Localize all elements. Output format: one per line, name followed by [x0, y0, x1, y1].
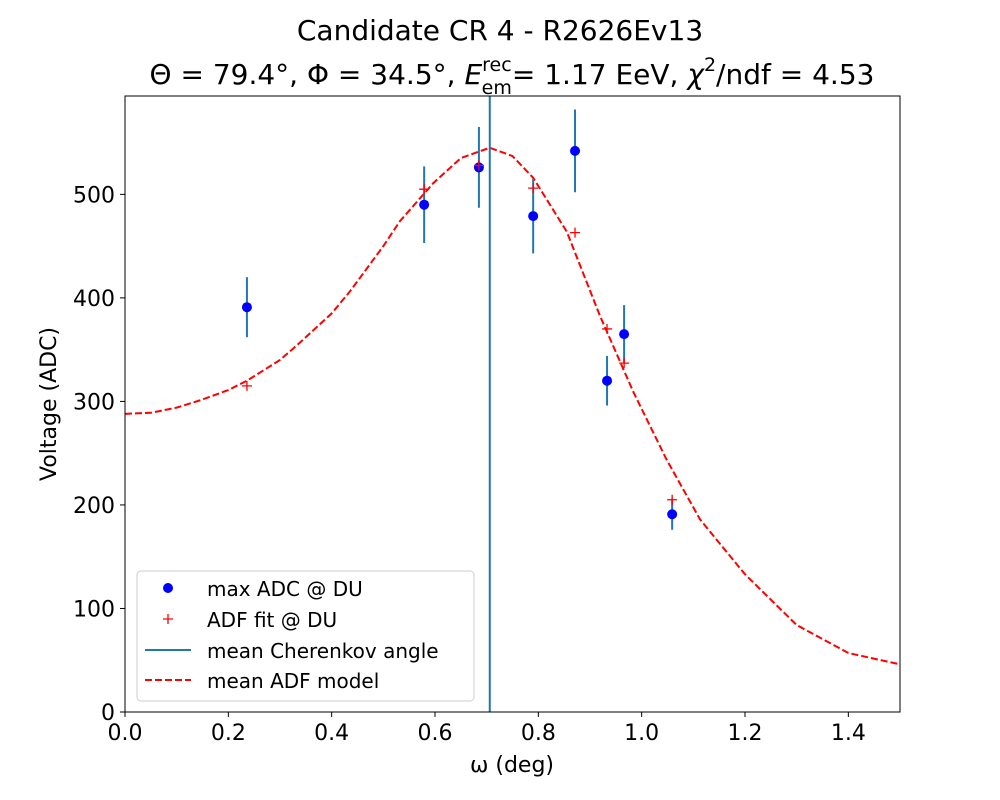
- y-tick-label: 200: [73, 494, 115, 519]
- chart-title: Candidate CR 4 - R2626Ev13: [297, 14, 703, 47]
- subtitle-phi: Φ = 34.5°,: [307, 58, 456, 91]
- data-point: [619, 329, 630, 340]
- chart-subtitle: Θ = 79.4°, Φ = 34.5°, Erec em= 1.17 EeV, …: [150, 54, 875, 99]
- data-point: [570, 145, 581, 156]
- fit-point: [528, 183, 539, 194]
- legend-label-cherenkov: mean Cherenkov angle: [207, 639, 439, 663]
- data-point: [602, 375, 613, 386]
- subtitle-energy-sup: rec: [482, 54, 512, 76]
- fit-point: [419, 184, 430, 195]
- subtitle-chi-symbol: χ: [685, 58, 705, 91]
- legend-marker-data: [163, 583, 173, 593]
- y-tick-label: 400: [73, 287, 115, 312]
- x-tick-label: 1.2: [728, 721, 763, 746]
- legend-label-data: max ADC @ DU: [207, 577, 363, 601]
- data-point: [528, 211, 539, 222]
- fit-point: [570, 227, 581, 238]
- data-point: [241, 302, 252, 313]
- legend-box: [136, 570, 475, 702]
- subtitle-chi-value: /ndf = 4.53: [716, 58, 874, 91]
- y-axis-label: Voltage (ADC): [37, 327, 62, 481]
- fit-point: [619, 358, 630, 369]
- model-curve: [124, 146, 901, 666]
- y-tick-label: 300: [73, 390, 115, 415]
- legend-label-model: mean ADF model: [207, 669, 379, 693]
- subtitle-energy-value: = 1.17 EeV,: [512, 58, 679, 91]
- subtitle-energy-sub: em: [482, 77, 512, 99]
- plot-frame: [124, 95, 901, 713]
- x-tick-label: 1.4: [831, 721, 866, 746]
- x-tick-label: 0.8: [521, 721, 556, 746]
- x-tick-label: 1.0: [624, 721, 659, 746]
- subtitle-chi-sup: 2: [704, 54, 716, 76]
- x-tick-label: 0.6: [418, 721, 453, 746]
- x-tick-label: 0.4: [314, 721, 349, 746]
- subtitle-theta: Θ = 79.4°,: [150, 58, 299, 91]
- subtitle-energy-symbol: E: [464, 58, 482, 91]
- data-point: [419, 199, 430, 210]
- y-tick-label: 500: [73, 183, 115, 208]
- y-tick-label: 100: [73, 597, 115, 622]
- x-tick-label: 0.0: [108, 721, 143, 746]
- data-point: [667, 509, 678, 520]
- x-tick-label: 0.2: [211, 721, 246, 746]
- fit-point: [667, 494, 678, 505]
- fit-point: [602, 323, 613, 334]
- y-tick-label: 0: [101, 701, 115, 726]
- fit-point: [241, 380, 252, 391]
- legend-marker-fit: [163, 614, 173, 624]
- legend-label-fit: ADF fit @ DU: [207, 608, 337, 632]
- x-axis-label: ω (deg): [470, 753, 554, 778]
- fit-point: [473, 160, 484, 171]
- legend: max ADC @ DU ADF fit @ DU mean Cherenkov…: [136, 570, 475, 702]
